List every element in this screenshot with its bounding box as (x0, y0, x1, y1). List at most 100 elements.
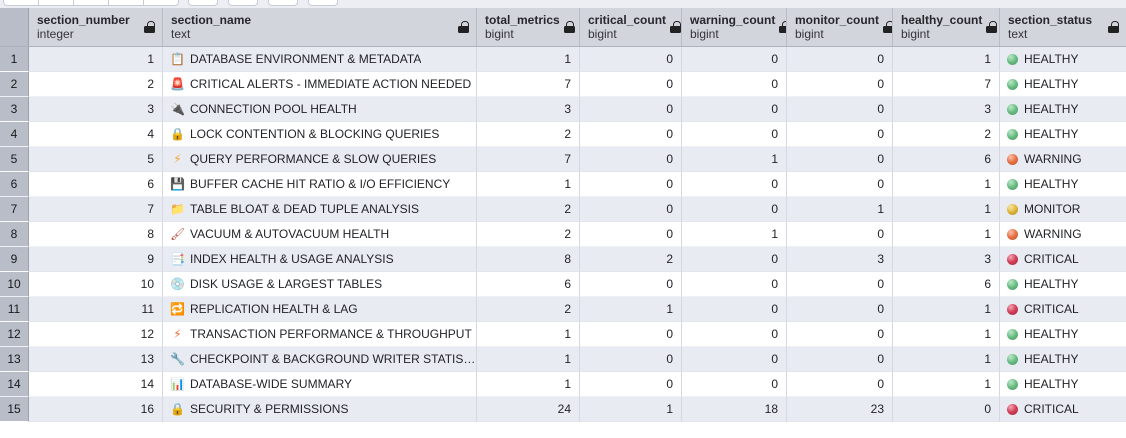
cell-section-number[interactable]: 7 (29, 197, 163, 222)
cell-section-number[interactable]: 13 (29, 347, 163, 372)
row-number[interactable]: 1 (0, 47, 29, 72)
cell-warning-count[interactable]: 0 (682, 47, 787, 72)
cell-section-number[interactable]: 16 (29, 397, 163, 422)
toolbar-segment-button[interactable] (144, 0, 178, 5)
cell-critical-count[interactable]: 0 (580, 322, 682, 347)
cell-total-metrics[interactable]: 2 (477, 222, 580, 247)
column-header-total-metrics[interactable]: total_metrics bigint (477, 8, 580, 46)
cell-total-metrics[interactable]: 1 (477, 372, 580, 397)
cell-healthy-count[interactable]: 1 (893, 47, 1000, 72)
cell-monitor-count[interactable]: 1 (787, 197, 893, 222)
cell-section-status[interactable]: HEALTHY (1000, 47, 1126, 72)
cell-healthy-count[interactable]: 1 (893, 297, 1000, 322)
cell-section-status[interactable]: HEALTHY (1000, 322, 1126, 347)
row-number[interactable]: 13 (0, 347, 29, 372)
row-number[interactable]: 8 (0, 222, 29, 247)
cell-section-name[interactable]: 🚨 CRITICAL ALERTS - IMMEDIATE ACTION NEE… (163, 72, 477, 97)
cell-critical-count[interactable]: 0 (580, 347, 682, 372)
cell-warning-count[interactable]: 1 (682, 147, 787, 172)
cell-monitor-count[interactable]: 0 (787, 297, 893, 322)
cell-monitor-count[interactable]: 0 (787, 172, 893, 197)
column-header-section-name[interactable]: section_name text (163, 8, 477, 46)
row-number[interactable]: 15 (0, 397, 29, 422)
cell-warning-count[interactable]: 0 (682, 372, 787, 397)
cell-healthy-count[interactable]: 2 (893, 122, 1000, 147)
cell-monitor-count[interactable]: 0 (787, 72, 893, 97)
cell-total-metrics[interactable]: 7 (477, 147, 580, 172)
cell-section-number[interactable]: 5 (29, 147, 163, 172)
cell-section-number[interactable]: 11 (29, 297, 163, 322)
cell-total-metrics[interactable]: 8 (477, 247, 580, 272)
cell-warning-count[interactable]: 0 (682, 197, 787, 222)
cell-critical-count[interactable]: 0 (580, 47, 682, 72)
toolbar-button[interactable] (188, 0, 218, 6)
cell-monitor-count[interactable]: 23 (787, 397, 893, 422)
cell-total-metrics[interactable]: 1 (477, 172, 580, 197)
cell-section-number[interactable]: 12 (29, 322, 163, 347)
toolbar-segment-button[interactable] (74, 0, 109, 5)
cell-critical-count[interactable]: 0 (580, 172, 682, 197)
cell-healthy-count[interactable]: 1 (893, 197, 1000, 222)
cell-healthy-count[interactable]: 3 (893, 247, 1000, 272)
cell-section-number[interactable]: 10 (29, 272, 163, 297)
cell-section-status[interactable]: HEALTHY (1000, 172, 1126, 197)
cell-critical-count[interactable]: 0 (580, 372, 682, 397)
cell-total-metrics[interactable]: 2 (477, 122, 580, 147)
cell-warning-count[interactable]: 1 (682, 222, 787, 247)
toolbar-button[interactable] (268, 0, 298, 6)
cell-healthy-count[interactable]: 1 (893, 322, 1000, 347)
cell-healthy-count[interactable]: 7 (893, 72, 1000, 97)
cell-section-status[interactable]: WARNING (1000, 222, 1126, 247)
toolbar-button-group[interactable] (3, 0, 179, 6)
row-number[interactable]: 11 (0, 297, 29, 322)
cell-monitor-count[interactable]: 0 (787, 222, 893, 247)
row-number[interactable]: 7 (0, 197, 29, 222)
row-number[interactable]: 4 (0, 122, 29, 147)
cell-total-metrics[interactable]: 1 (477, 347, 580, 372)
cell-warning-count[interactable]: 0 (682, 297, 787, 322)
cell-critical-count[interactable]: 0 (580, 147, 682, 172)
column-header-healthy-count[interactable]: healthy_count bigint (893, 8, 1000, 46)
toolbar-segment-button[interactable] (39, 0, 74, 5)
cell-section-name[interactable]: 🔌 CONNECTION POOL HEALTH (163, 97, 477, 122)
cell-monitor-count[interactable]: 0 (787, 272, 893, 297)
cell-section-name[interactable]: 💿 DISK USAGE & LARGEST TABLES (163, 272, 477, 297)
cell-critical-count[interactable]: 2 (580, 247, 682, 272)
cell-monitor-count[interactable]: 0 (787, 322, 893, 347)
cell-monitor-count[interactable]: 3 (787, 247, 893, 272)
cell-total-metrics[interactable]: 7 (477, 72, 580, 97)
cell-critical-count[interactable]: 0 (580, 222, 682, 247)
cell-monitor-count[interactable]: 0 (787, 347, 893, 372)
cell-healthy-count[interactable]: 1 (893, 372, 1000, 397)
cell-total-metrics[interactable]: 24 (477, 397, 580, 422)
cell-total-metrics[interactable]: 6 (477, 272, 580, 297)
cell-section-number[interactable]: 2 (29, 72, 163, 97)
cell-warning-count[interactable]: 0 (682, 122, 787, 147)
cell-section-status[interactable]: CRITICAL (1000, 297, 1126, 322)
cell-healthy-count[interactable]: 1 (893, 222, 1000, 247)
cell-section-status[interactable]: HEALTHY (1000, 72, 1126, 97)
cell-warning-count[interactable]: 0 (682, 97, 787, 122)
cell-section-status[interactable]: WARNING (1000, 147, 1126, 172)
cell-section-name[interactable]: 🔒 LOCK CONTENTION & BLOCKING QUERIES (163, 122, 477, 147)
cell-warning-count[interactable]: 0 (682, 247, 787, 272)
row-number[interactable]: 5 (0, 147, 29, 172)
cell-section-name[interactable]: 📁 TABLE BLOAT & DEAD TUPLE ANALYSIS (163, 197, 477, 222)
cell-section-name[interactable]: 🔒 SECURITY & PERMISSIONS (163, 397, 477, 422)
cell-total-metrics[interactable]: 3 (477, 97, 580, 122)
cell-critical-count[interactable]: 0 (580, 272, 682, 297)
cell-section-number[interactable]: 8 (29, 222, 163, 247)
cell-section-name[interactable]: ⚡ TRANSACTION PERFORMANCE & THROUGHPUT (163, 322, 477, 347)
cell-warning-count[interactable]: 0 (682, 347, 787, 372)
cell-section-number[interactable]: 1 (29, 47, 163, 72)
cell-section-number[interactable]: 14 (29, 372, 163, 397)
cell-section-status[interactable]: HEALTHY (1000, 372, 1126, 397)
cell-critical-count[interactable]: 0 (580, 122, 682, 147)
cell-healthy-count[interactable]: 0 (893, 397, 1000, 422)
cell-monitor-count[interactable]: 0 (787, 97, 893, 122)
cell-section-number[interactable]: 6 (29, 172, 163, 197)
cell-monitor-count[interactable]: 0 (787, 147, 893, 172)
cell-monitor-count[interactable]: 0 (787, 47, 893, 72)
cell-section-name[interactable]: 📑 INDEX HEALTH & USAGE ANALYSIS (163, 247, 477, 272)
cell-total-metrics[interactable]: 2 (477, 197, 580, 222)
